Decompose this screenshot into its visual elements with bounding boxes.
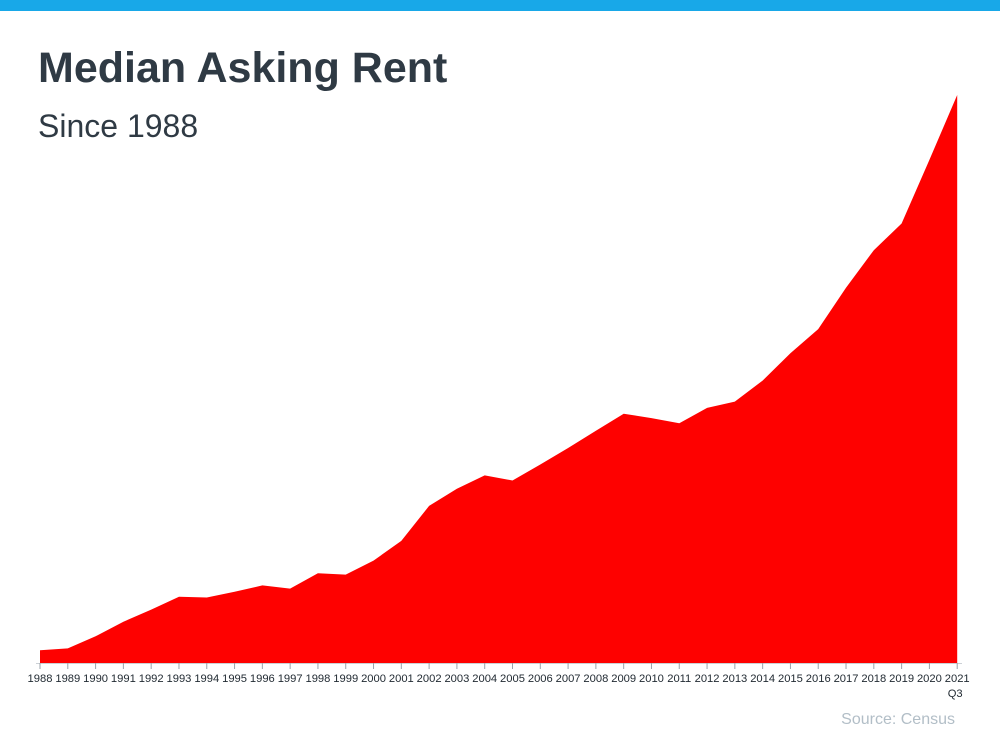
x-axis-label: 1992 <box>139 673 164 685</box>
x-axis-label: 1999 <box>333 673 358 685</box>
x-axis-label: 1991 <box>111 673 136 685</box>
x-axis-label: 2014 <box>750 673 775 685</box>
x-axis-label: 2003 <box>444 673 469 685</box>
x-axis-label: 2000 <box>361 673 386 685</box>
x-axis-label: 2016 <box>806 673 831 685</box>
x-axis-label: 1995 <box>222 673 247 685</box>
x-axis-label: 2002 <box>417 673 442 685</box>
x-axis-label: 2010 <box>639 673 664 685</box>
x-axis-label: 1996 <box>250 673 275 685</box>
x-axis-label: 2013 <box>722 673 747 685</box>
x-axis-label: 2006 <box>528 673 553 685</box>
x-axis-label: 1988 <box>28 673 53 685</box>
x-axis-label: 1989 <box>55 673 80 685</box>
x-axis-label: 2017 <box>834 673 859 685</box>
x-axis-label: 2005 <box>500 673 525 685</box>
x-axis-sublabel-q3: Q3 <box>948 688 963 700</box>
x-axis-label: 2015 <box>778 673 803 685</box>
x-axis-label: 2004 <box>472 673 497 685</box>
x-axis-label: 2012 <box>695 673 720 685</box>
x-axis-label: 2008 <box>583 673 608 685</box>
x-axis-label: 2021 <box>945 673 970 685</box>
x-axis-label: 2007 <box>556 673 581 685</box>
x-axis-label: 2001 <box>389 673 414 685</box>
x-axis-label: 1998 <box>305 673 330 685</box>
page-subtitle: Since 1988 <box>38 108 199 144</box>
source-label: Source: Census <box>841 711 955 728</box>
page-title: Median Asking Rent <box>38 44 448 92</box>
x-axis-label: 1997 <box>278 673 303 685</box>
x-axis-label: 2018 <box>861 673 886 685</box>
x-axis-label: 1994 <box>194 673 219 685</box>
x-axis-label: 1993 <box>167 673 192 685</box>
rent-area-series <box>40 95 958 663</box>
x-axis-label: 2020 <box>917 673 942 685</box>
x-axis-label: 2019 <box>889 673 914 685</box>
x-axis-label: 2009 <box>611 673 636 685</box>
accent-bar <box>0 0 1000 11</box>
x-axis-label: 1990 <box>83 673 108 685</box>
x-axis-label: 2011 <box>667 673 691 685</box>
